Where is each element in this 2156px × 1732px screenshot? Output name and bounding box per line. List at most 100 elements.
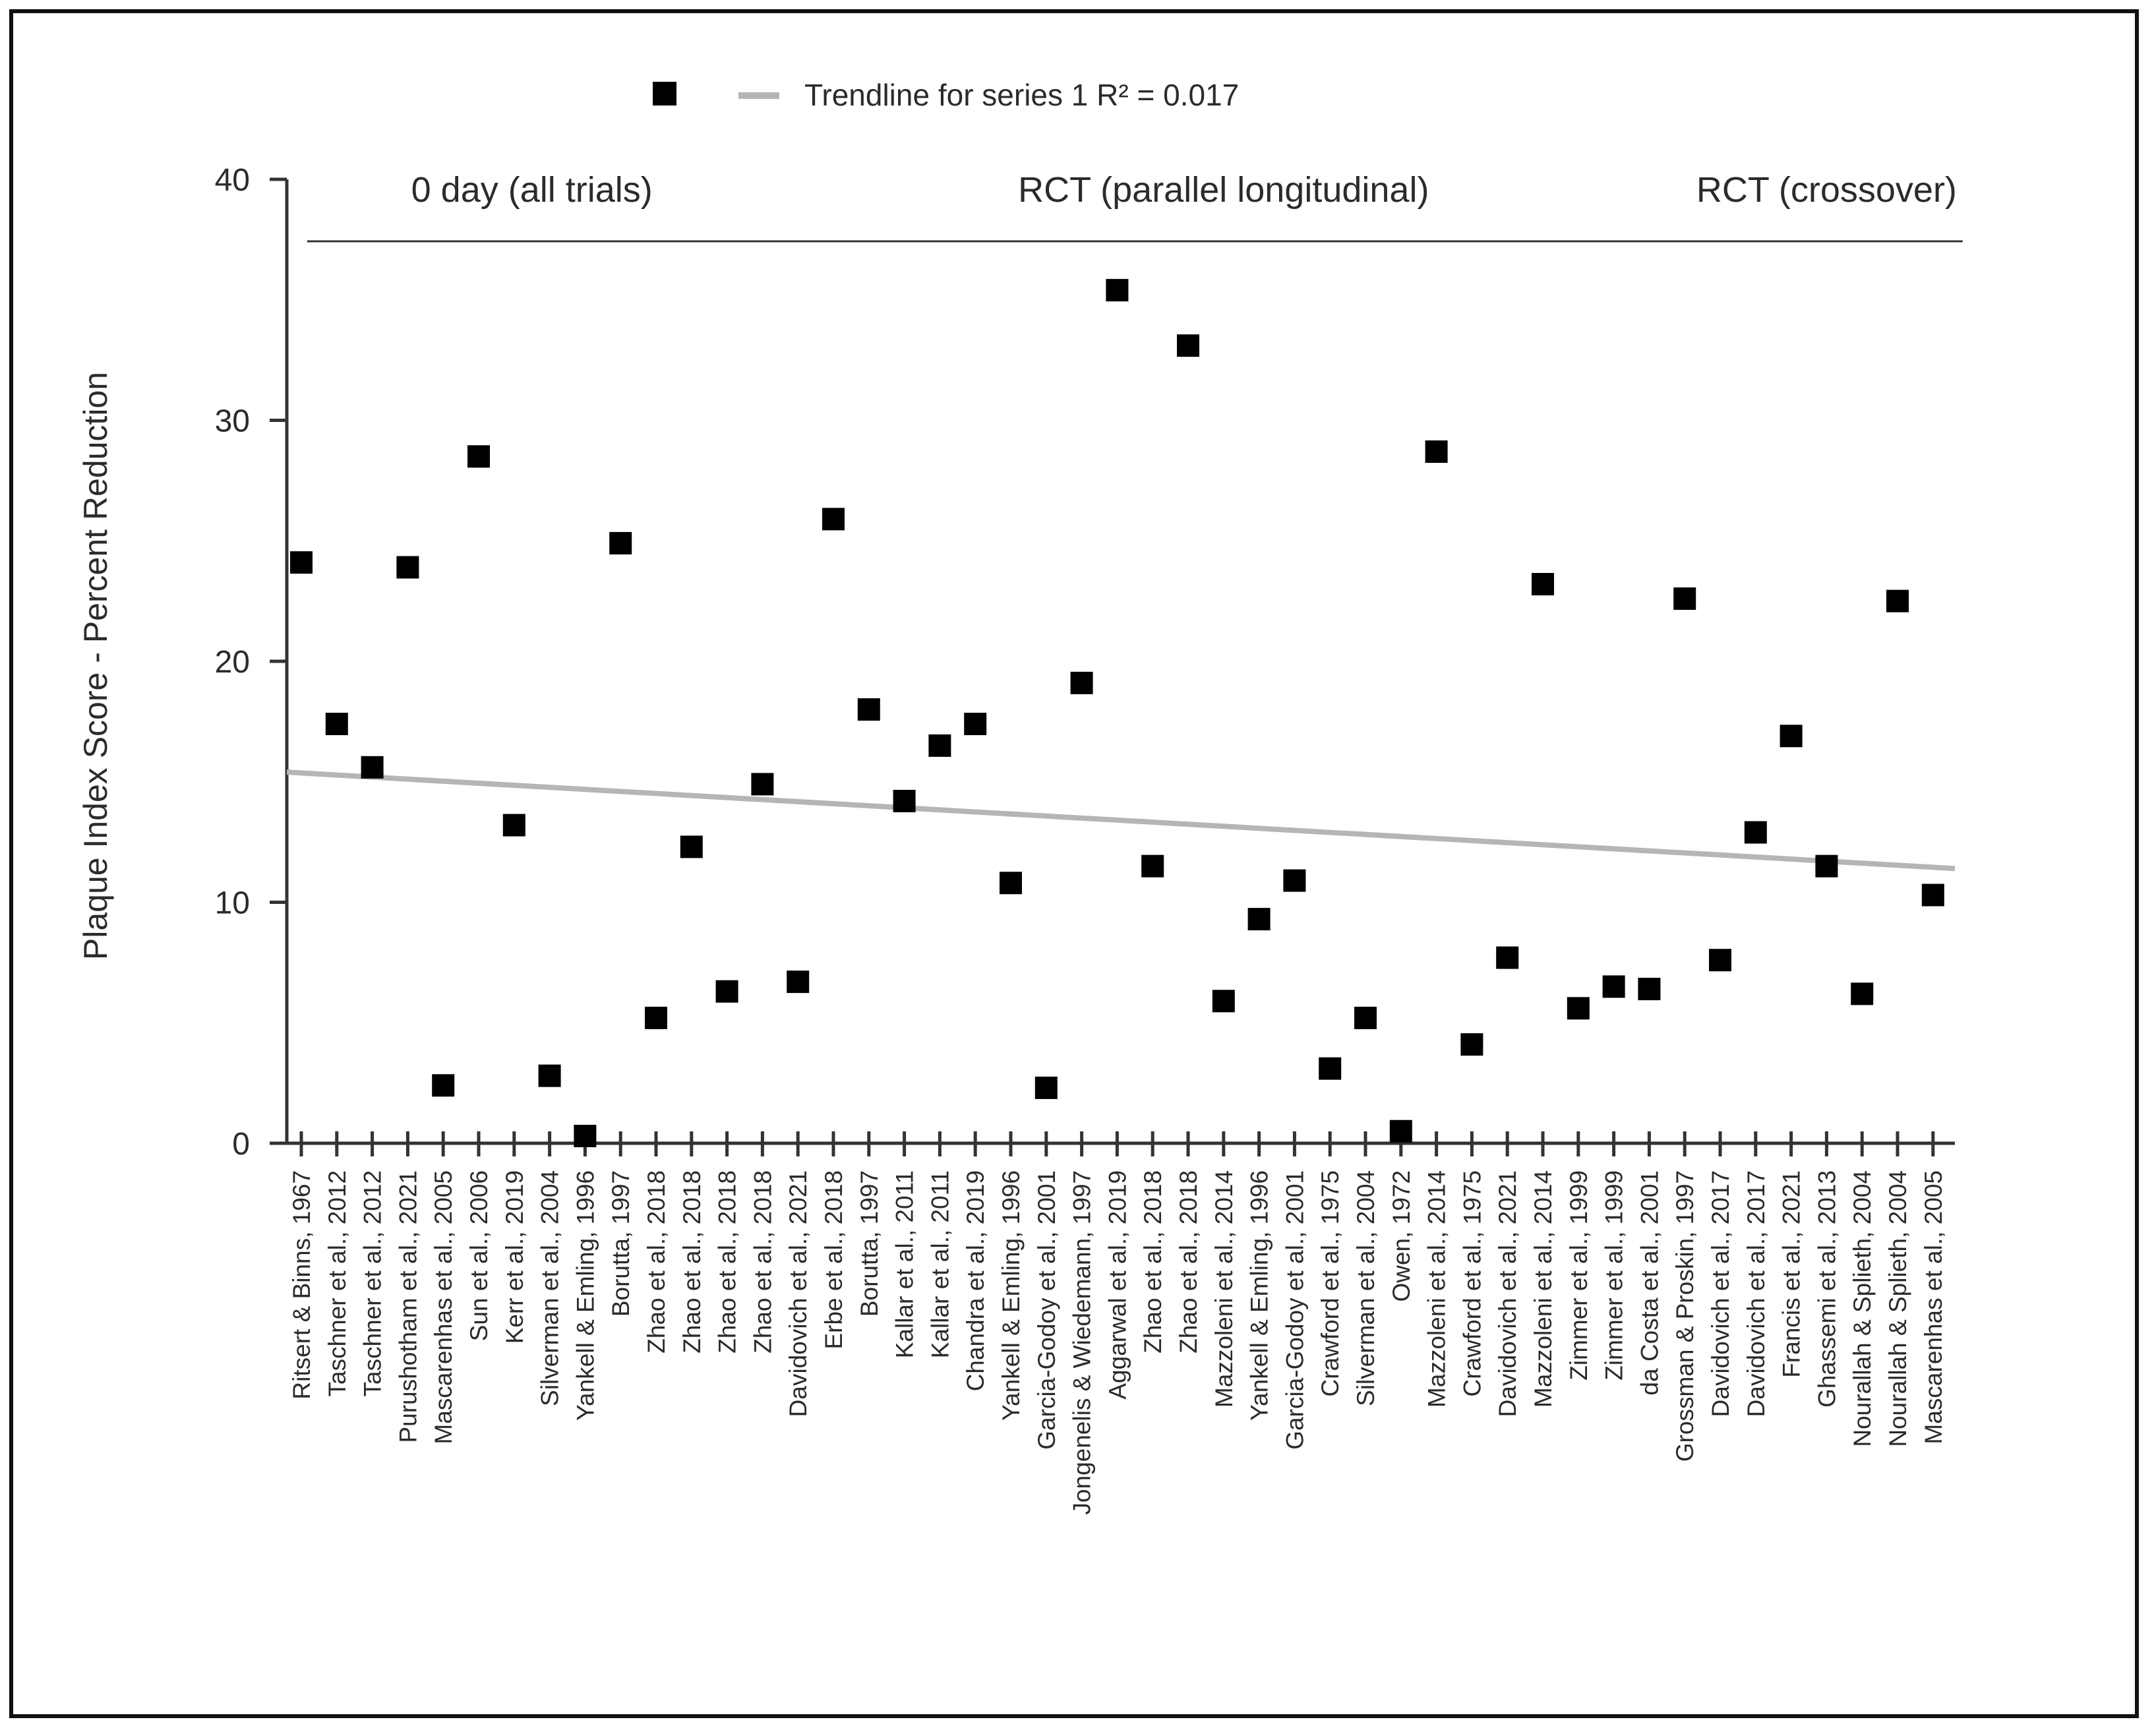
x-tick-label: Mazzoleni et al., 2014 — [1423, 1170, 1451, 1408]
x-tick-label: Kallar et al., 2011 — [891, 1170, 918, 1358]
axes: 0 10 20 30 40 — [215, 163, 1955, 1162]
x-tick-label: Kallar et al., 2011 — [926, 1170, 953, 1358]
y-tick-label: 40 — [215, 163, 250, 198]
x-tick-label: Mazzoleni et al., 2014 — [1530, 1170, 1557, 1408]
x-tick-label: Aggarwal et al., 2019 — [1104, 1170, 1131, 1400]
x-tick-label: Garcia-Godoy et al., 2001 — [1281, 1170, 1308, 1450]
figure-border — [9, 9, 2139, 1718]
data-point — [1247, 908, 1271, 931]
x-tick-label: Crawford et al., 1975 — [1458, 1170, 1485, 1396]
data-point — [502, 814, 525, 837]
data-point — [751, 773, 774, 796]
data-point — [715, 980, 738, 1003]
x-tick-label: Zhao et al., 2018 — [714, 1170, 741, 1354]
data-point — [1000, 872, 1022, 895]
data-point — [1567, 997, 1590, 1020]
x-tick-label: Davidovich et al., 2021 — [785, 1170, 812, 1417]
trendline — [286, 769, 1956, 872]
group-label: 0 day (all trials) — [411, 170, 653, 210]
data-point — [787, 971, 810, 994]
x-tick-label: Ghassemi et al., 2013 — [1813, 1170, 1840, 1408]
group-brackets: 0 day (all trials) RCT (parallel longitud… — [307, 170, 1963, 243]
data-point — [1815, 854, 1838, 878]
data-point — [609, 531, 632, 554]
legend-trendline-label: Trendline for series 1 R² = 0.017 — [804, 78, 1239, 112]
data-point — [467, 445, 490, 468]
x-tick-label: Jongenelis & Wiedemann, 1997 — [1069, 1170, 1096, 1514]
data-point — [1886, 589, 1909, 612]
x-tick-label: Zhao et al., 2018 — [1175, 1170, 1202, 1354]
x-tick-label: Sun et al., 2006 — [465, 1170, 493, 1341]
x-tick-label: Owen, 1972 — [1388, 1170, 1415, 1302]
x-tick-label: Silverman et al., 2004 — [1352, 1170, 1379, 1406]
data-point — [893, 789, 916, 812]
data-point — [432, 1074, 455, 1097]
data-point — [1496, 946, 1519, 969]
y-tick-label: 0 — [232, 1127, 250, 1162]
x-tick-label: da Costa et al., 2001 — [1636, 1170, 1663, 1395]
data-point — [1070, 671, 1093, 694]
data-point — [1460, 1033, 1483, 1056]
data-point — [538, 1064, 561, 1087]
data-point — [1851, 982, 1874, 1005]
x-tick-label: Francis et al., 2021 — [1778, 1170, 1805, 1378]
data-point — [1319, 1057, 1342, 1080]
x-tick-label: Taschner et al., 2012 — [324, 1170, 351, 1397]
x-tick-label: Chandra et al., 2019 — [962, 1170, 989, 1391]
x-tick-label: Erbe et al., 2018 — [820, 1170, 847, 1350]
x-tick-label: Garcia-Godoy et al., 2001 — [1033, 1170, 1060, 1450]
data-point — [1283, 869, 1306, 892]
data-point — [1532, 573, 1554, 596]
x-tick-label: Davidovich et al., 2017 — [1743, 1170, 1770, 1417]
x-tick-label: Yankell & Emling, 1996 — [998, 1170, 1025, 1421]
data-points — [290, 279, 1944, 1148]
data-point — [680, 835, 703, 858]
group-label: RCT (parallel longitudinal) — [1018, 170, 1429, 210]
x-tick-label: Kerr et al., 2019 — [501, 1170, 528, 1344]
data-point — [1389, 1120, 1412, 1143]
x-tick-label: Zimmer et al., 1999 — [1565, 1170, 1592, 1381]
data-point — [325, 713, 348, 736]
data-point — [1177, 334, 1199, 357]
x-tick-label: Yankell & Emling, 1996 — [1246, 1170, 1273, 1421]
x-tick-label: Zhao et al., 2018 — [678, 1170, 705, 1354]
x-tick-labels: Ritsert & Binns, 1967 Taschner et al., 20… — [288, 1170, 1947, 1514]
data-point — [1106, 279, 1129, 302]
x-tick-label: Zimmer et al., 1999 — [1601, 1170, 1628, 1381]
y-tick-label: 30 — [215, 404, 250, 439]
data-point — [645, 1006, 667, 1029]
data-point — [574, 1125, 597, 1148]
x-tick-label: Davidovich et al., 2021 — [1494, 1170, 1521, 1417]
data-point — [1425, 440, 1448, 463]
x-tick-label: Zhao et al., 2018 — [1139, 1170, 1166, 1354]
x-tick-label: Nourallah & Splieth, 2004 — [1884, 1170, 1911, 1447]
trendline-layer — [286, 769, 1956, 872]
data-point — [822, 508, 845, 531]
x-tick-label: Taschner et al., 2012 — [359, 1170, 386, 1397]
x-tick-label: Mascarenhas et al., 2005 — [1920, 1170, 1947, 1444]
data-point — [1141, 854, 1164, 878]
legend-marker — [653, 82, 676, 105]
data-point — [1602, 975, 1625, 998]
x-tick-label: Purushotham et al., 2021 — [394, 1170, 421, 1443]
data-point — [1921, 883, 1944, 907]
data-point — [1673, 587, 1696, 610]
x-tick-label: Borutta, 1997 — [856, 1170, 883, 1317]
data-point — [928, 734, 951, 757]
x-tick-label: Nourallah & Splieth, 2004 — [1849, 1170, 1876, 1447]
data-point — [857, 698, 880, 721]
x-tick-label: Mascarenhas et al., 2005 — [430, 1170, 457, 1444]
x-tick-label: Mazzoleni et al., 2014 — [1211, 1170, 1238, 1408]
y-tick-label: 10 — [215, 886, 250, 921]
data-point — [1744, 821, 1767, 844]
x-tick-label: Zhao et al., 2018 — [749, 1170, 776, 1354]
data-point — [1709, 949, 1731, 972]
y-axis-label: Plaque Index Score - Percent Reduction — [77, 372, 114, 960]
x-tick-label: Davidovich et al., 2017 — [1707, 1170, 1734, 1417]
group-label: RCT (crossover) — [1696, 170, 1957, 210]
x-tick-label: Silverman et al., 2004 — [537, 1170, 564, 1406]
data-point — [1638, 978, 1661, 1001]
x-tick-label: Yankell & Emling, 1996 — [572, 1170, 599, 1421]
legend: Trendline for series 1 R² = 0.017 — [653, 78, 1239, 112]
